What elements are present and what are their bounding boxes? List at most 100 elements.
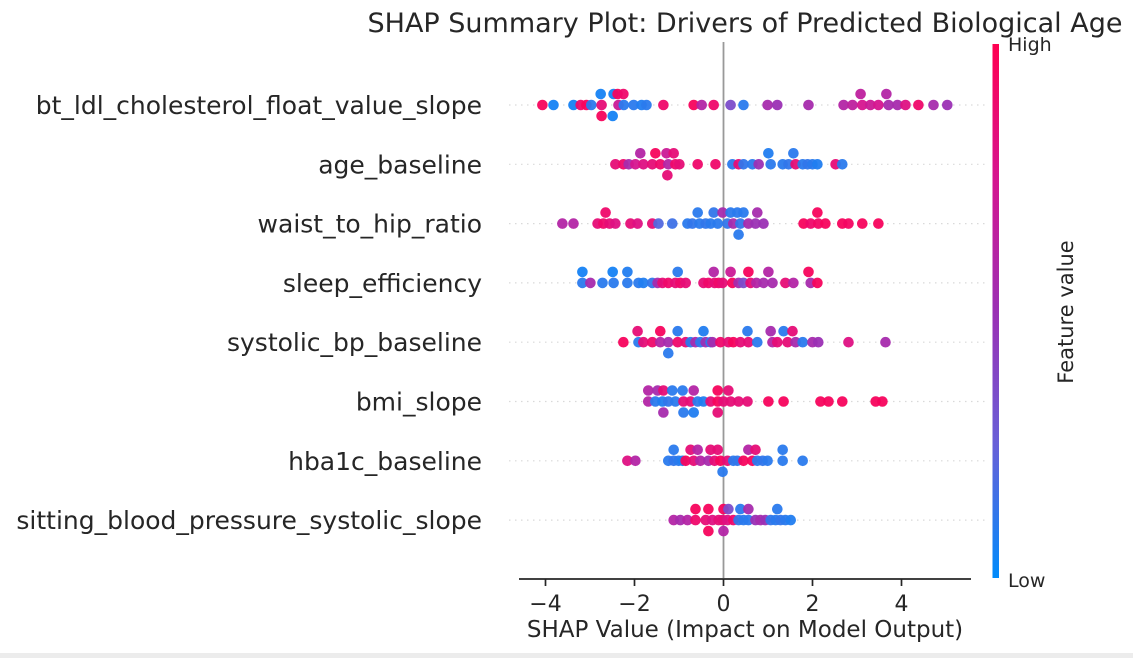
shap-point [778, 396, 789, 407]
shap-point [650, 148, 661, 159]
colorbar-low-label: Low [1008, 570, 1046, 592]
shap-point [900, 99, 911, 111]
shap-point [672, 336, 683, 348]
x-axis-label: SHAP Value (Impact on Model Output) [526, 617, 964, 643]
feature-label: hba1c_baseline [288, 447, 482, 476]
x-tick-label: 2 [806, 592, 820, 617]
shap-point [708, 207, 719, 218]
shap-point [812, 207, 823, 218]
shap-point [873, 99, 884, 111]
feature-label: bt_ldl_cholesterol_float_value_slope [36, 91, 482, 120]
shap-point [548, 99, 559, 111]
shap-point [857, 99, 868, 111]
shap-point [647, 159, 658, 170]
shap-point [680, 277, 691, 289]
shap-point [688, 407, 699, 418]
shap-point [928, 99, 939, 111]
shap-point [750, 218, 761, 229]
feature-label: sleep_efficiency [283, 269, 482, 298]
shap-point [655, 325, 666, 337]
shap-point [670, 396, 681, 407]
shap-point [942, 99, 953, 111]
shap-point [658, 407, 669, 418]
shap-point [752, 336, 763, 348]
shap-point [568, 218, 579, 229]
shap-point [743, 503, 754, 515]
shap-point [813, 336, 824, 348]
shap-point [577, 266, 588, 278]
shap-point [622, 455, 633, 467]
shap-point [607, 110, 618, 122]
shap-point [712, 385, 723, 396]
shap-point [717, 207, 728, 218]
shap-point [812, 277, 823, 289]
shap-point [865, 99, 876, 111]
shap-point [618, 99, 630, 111]
shap-point [690, 514, 701, 526]
shap-point [777, 455, 788, 467]
shap-point [607, 266, 618, 278]
shap-point [838, 99, 849, 111]
shap-point [805, 218, 816, 229]
x-tick-label: 0 [717, 592, 731, 617]
shap-point [618, 336, 629, 348]
shap-point [672, 325, 683, 337]
shap-point [680, 455, 691, 467]
shap-point [913, 99, 924, 111]
shap-point [843, 218, 854, 229]
feature-label: waist_to_hip_ratio [258, 210, 482, 239]
shap-point [733, 229, 744, 240]
shap-point [632, 218, 643, 229]
shap-point [803, 99, 814, 111]
shap-point [712, 407, 723, 418]
shap-point [668, 148, 679, 159]
shap-point [717, 466, 728, 478]
feature-label: age_baseline [318, 150, 482, 179]
shap-point [742, 325, 753, 337]
shap-point [678, 407, 689, 418]
shap-point [690, 503, 701, 515]
shap-point [630, 159, 641, 170]
shap-point [837, 396, 848, 407]
shap-point [758, 218, 769, 229]
chart-title: SHAP Summary Plot: Drivers of Predicted … [367, 8, 1123, 39]
shap-point [622, 266, 633, 278]
shap-point [765, 325, 776, 337]
shap-point [763, 396, 774, 407]
shap-point [667, 385, 678, 396]
shap-point [595, 88, 606, 100]
shap-point [586, 99, 597, 111]
shap-point [788, 277, 799, 289]
shap-point [763, 266, 774, 278]
feature-label: bmi_slope [356, 388, 482, 417]
shap-point [630, 455, 641, 467]
shap-point [718, 525, 729, 537]
shap-point [641, 99, 652, 111]
shap-point [638, 277, 649, 289]
shap-point [610, 159, 621, 170]
shap-point [667, 218, 678, 229]
shap-point [735, 503, 746, 515]
shap-point [710, 159, 721, 170]
shap-point [733, 396, 744, 407]
shap-point [653, 218, 664, 229]
shap-point [880, 336, 891, 348]
shap-point [692, 444, 703, 456]
shap-point [782, 336, 793, 348]
shap-point [725, 396, 736, 407]
feature-label: sitting_blood_pressure_systolic_slope [16, 506, 482, 535]
shap-point [635, 148, 646, 159]
shap-point [881, 88, 892, 100]
shap-point [610, 218, 621, 229]
shap-point [692, 207, 703, 218]
shap-point [677, 385, 688, 396]
shap-point [723, 385, 734, 396]
x-tick-label: 4 [895, 592, 909, 617]
shap-point [708, 99, 719, 111]
shap-point [608, 277, 619, 289]
shap-point [763, 148, 774, 159]
shap-point [688, 385, 699, 396]
shap-point [877, 396, 888, 407]
shap-point [725, 266, 736, 278]
